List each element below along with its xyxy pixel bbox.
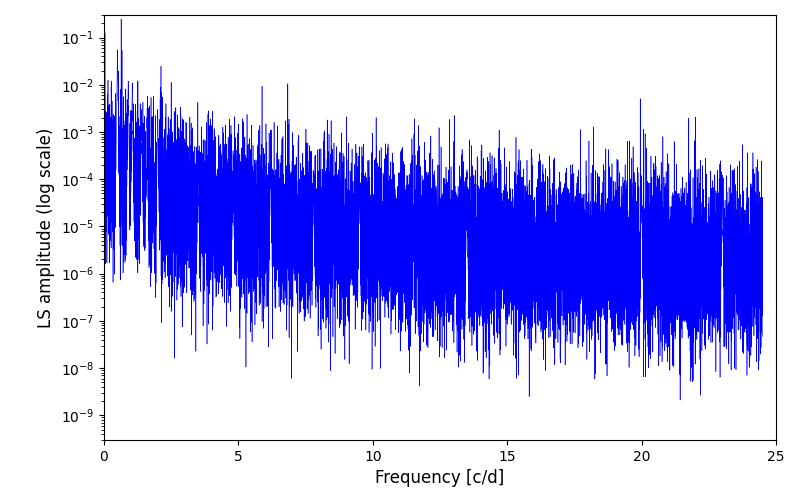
X-axis label: Frequency [c/d]: Frequency [c/d]: [375, 470, 505, 488]
Y-axis label: LS amplitude (log scale): LS amplitude (log scale): [38, 128, 55, 328]
